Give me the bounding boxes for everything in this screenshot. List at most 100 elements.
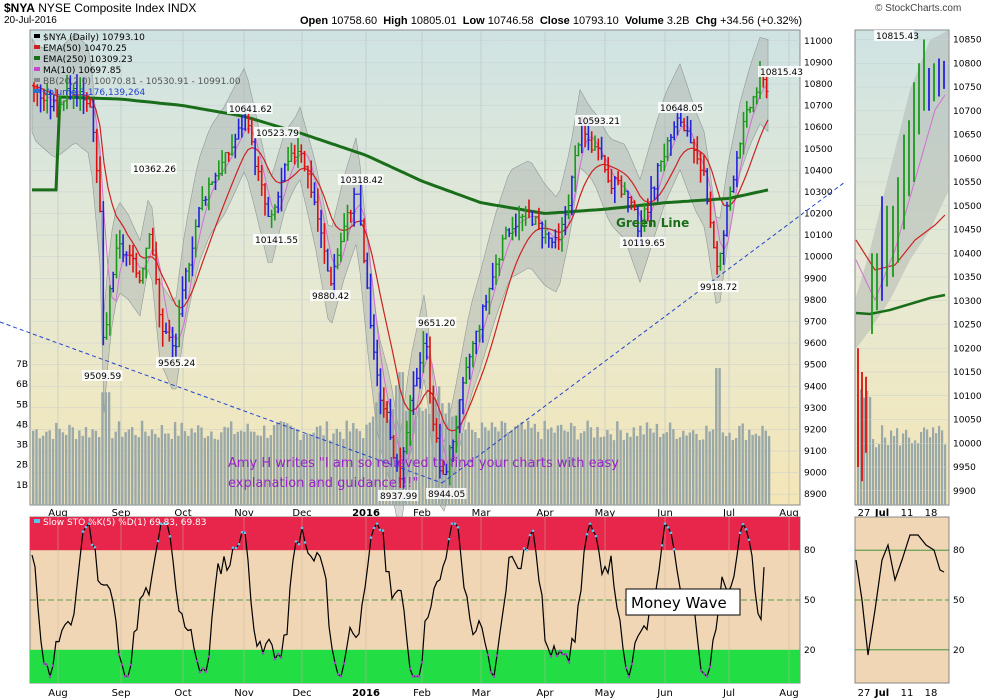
detail-tick-label: 10450 (953, 226, 982, 236)
sto-oversold-point (408, 667, 412, 671)
volume-bar (520, 422, 523, 505)
volume-bar (672, 429, 675, 505)
volume-bar (434, 399, 437, 505)
detail-tick-label: 10250 (953, 321, 982, 331)
sto-overbought-point (450, 522, 454, 525)
price-label-bg (338, 174, 384, 185)
volume-bar (378, 392, 381, 505)
sto-oversold-point (279, 656, 283, 659)
volume-bar (616, 421, 619, 505)
volume-bar (619, 430, 622, 505)
sto-k-line (31, 521, 765, 679)
volume-bar (114, 431, 117, 505)
sto-overbought-point (234, 546, 238, 550)
volume-bar (418, 407, 421, 505)
volume-tick-label: 6B (16, 380, 28, 390)
volume-bar (55, 422, 58, 505)
trendline-down (0, 321, 443, 484)
volume-bar (738, 425, 741, 505)
detail-volume-bar (881, 425, 884, 505)
sto-oversold-point (333, 661, 337, 665)
close-value: 10793.10 (572, 15, 619, 27)
sto-overbought-point (243, 531, 247, 535)
volume-bar (599, 437, 602, 505)
volume-bar (639, 425, 642, 505)
volume-bar (474, 432, 477, 505)
volume-bar (421, 410, 424, 505)
detail-sto-x-label: 11 (901, 688, 914, 699)
volume-bar (74, 439, 78, 505)
volume-bar (411, 397, 414, 505)
detail-volume-bar (905, 429, 908, 505)
volume-bar (177, 435, 180, 505)
sto-oversold-point (492, 675, 496, 678)
sto-oversold-point (342, 662, 346, 665)
ema250-green-line (32, 95, 769, 215)
x-axis-label: Jun (656, 508, 673, 519)
volume-bar (464, 429, 467, 505)
volume-bar (121, 436, 124, 505)
price-label: 8937.99 (380, 492, 417, 502)
volume-bar (305, 433, 309, 505)
volume-bar (441, 403, 444, 505)
volume-bar (758, 435, 761, 505)
sto-oversold-point (549, 654, 553, 658)
legend-swatch (34, 89, 40, 93)
bollinger-band (31, 34, 769, 536)
sto-x-axis-label: Nov (234, 688, 254, 699)
volume-bar (748, 429, 751, 505)
detail-volume-bar (917, 443, 920, 505)
volume-bar (312, 432, 315, 505)
volume-bar (190, 428, 193, 505)
volume-bar (233, 434, 236, 505)
volume-bar (296, 429, 299, 505)
detail-volume-bar (890, 430, 893, 505)
price-tick-label: 10400 (804, 166, 833, 176)
volume-bar (751, 434, 754, 505)
volume-bar (342, 438, 345, 505)
sto-oversold-point (486, 653, 490, 657)
sto-x-axis-label: Jul (722, 688, 735, 699)
volume-bar (444, 413, 447, 505)
volume-bar (632, 427, 635, 505)
detail-label-bg (874, 30, 914, 41)
detail-sto-x-label: 18 (925, 688, 938, 699)
volume-bar (68, 424, 71, 505)
detail-tick-label: 10550 (953, 178, 982, 188)
detail-volume-bar (869, 396, 872, 505)
price-tick-label: 10800 (804, 80, 833, 90)
sto-overbought-point (168, 534, 172, 538)
sto-oversold-point (126, 675, 130, 678)
legend-entry: Volume 3,176,139,264 (43, 88, 145, 98)
detail-sto-line (855, 534, 945, 656)
volume-bar (266, 437, 269, 505)
x-axis-label: Aug (48, 508, 68, 519)
volume-bar (579, 433, 583, 505)
price-label-bg (254, 127, 300, 138)
detail-tick-label: 10050 (953, 416, 982, 426)
price-tick-label: 10900 (804, 58, 833, 68)
volume-bar (154, 433, 157, 505)
volume-bar (345, 420, 348, 505)
volume-bar (494, 426, 497, 505)
sto-overbought-point (669, 531, 673, 535)
volume-bar (612, 440, 616, 505)
sto-oversold-point (204, 670, 208, 673)
price-tick-label: 9600 (804, 339, 827, 349)
legend-swatch (34, 56, 40, 60)
low-label: Low (462, 15, 485, 27)
volume-bar (216, 439, 220, 505)
volume-bar (622, 439, 626, 505)
sto-oversold-point (195, 659, 199, 663)
detail-tick-label: 9900 (953, 487, 976, 497)
detail-volume-bar (908, 437, 911, 505)
volume-bar (728, 432, 731, 505)
legend-swatch (34, 34, 40, 38)
price-label: 10523.79 (256, 129, 299, 139)
sto-oversold-point (129, 663, 133, 667)
sto-oversold-point (624, 666, 628, 670)
volume-bar (84, 427, 88, 505)
sto-oversold-point (45, 663, 49, 666)
sto-overbought-point (738, 531, 742, 535)
